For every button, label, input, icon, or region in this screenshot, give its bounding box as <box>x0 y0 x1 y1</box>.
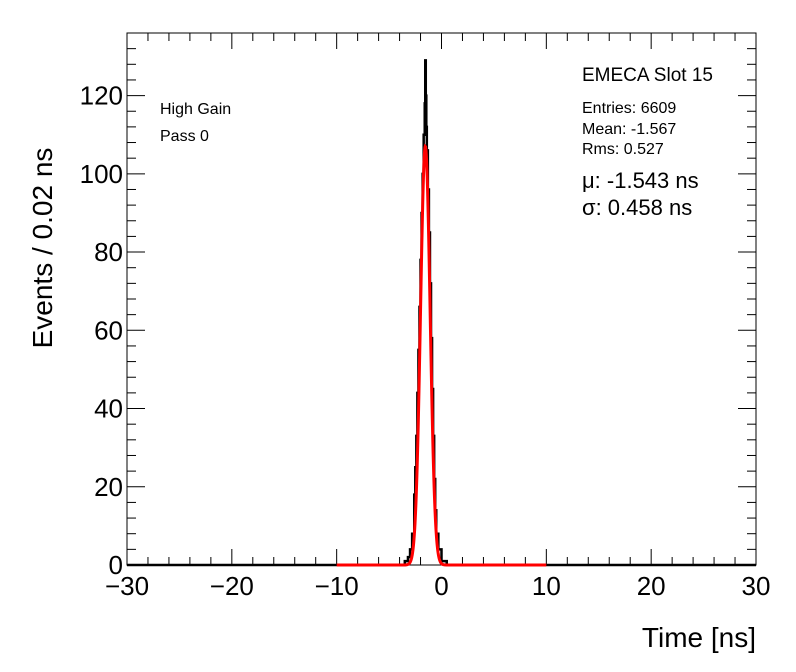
axis-ticks <box>126 32 757 566</box>
x-tick-label: −10 <box>315 571 359 601</box>
annotation-gain: High Gain <box>160 101 231 118</box>
fit-series <box>336 143 547 567</box>
x-tick-label: 20 <box>637 571 666 601</box>
fit-mu: μ: -1.543 ns <box>582 168 699 193</box>
annotation-pass: Pass 0 <box>160 128 209 145</box>
y-tick-label: 80 <box>94 237 123 267</box>
gaussian-fit-curve <box>336 143 547 567</box>
x-tick-label: 10 <box>532 571 561 601</box>
stat-entries: Entries: 6609 <box>582 100 676 117</box>
x-axis-title: Time [ns] <box>642 622 756 653</box>
y-tick-label: 20 <box>94 472 123 502</box>
x-tick-label: 0 <box>434 571 448 601</box>
y-tick-label: 60 <box>94 315 123 345</box>
y-tick-label: 120 <box>80 81 123 111</box>
y-tick-label: 0 <box>109 550 123 580</box>
stat-mean: Mean: -1.567 <box>582 121 676 138</box>
y-tick-label: 40 <box>94 394 123 424</box>
stat-rms: Rms: 0.527 <box>582 141 664 158</box>
axis-tick-labels: −30 −20 −10 0 10 20 30 0 20 40 60 80 100 120 <box>80 81 771 601</box>
y-tick-label: 100 <box>80 159 123 189</box>
x-tick-label: −20 <box>210 571 254 601</box>
fit-sigma: σ: 0.458 ns <box>582 195 692 220</box>
y-axis-title: Events / 0.02 ns <box>27 148 58 349</box>
chart-title: EMECA Slot 15 <box>582 65 713 86</box>
x-tick-label: 30 <box>742 571 771 601</box>
x-tick-label: −30 <box>105 571 149 601</box>
